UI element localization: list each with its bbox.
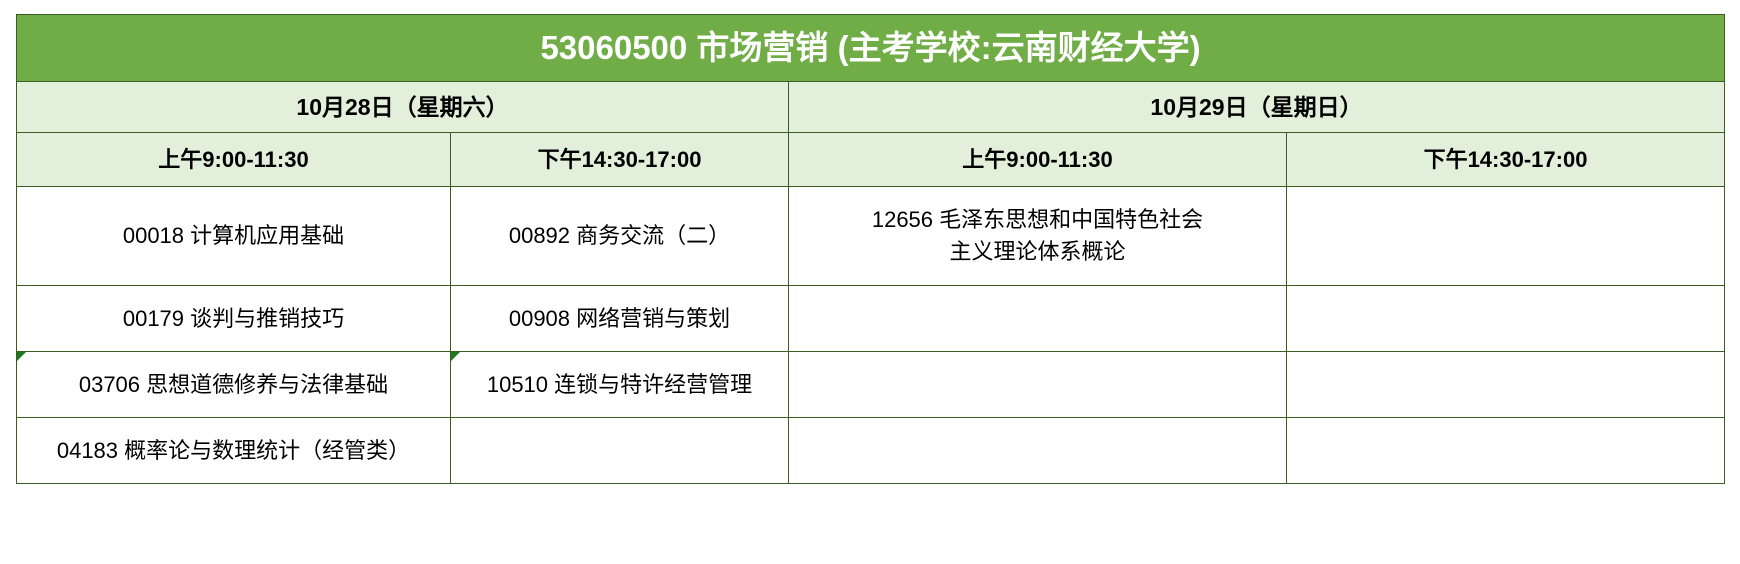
session-label-1: 上午9:00-11:30 bbox=[158, 147, 309, 172]
table-row: 03706 思想道德修养与法律基础 10510 连锁与特许经营管理 bbox=[16, 351, 1726, 418]
comment-marker-icon bbox=[17, 352, 26, 361]
course-cell: 03706 思想道德修养与法律基础 bbox=[16, 351, 451, 418]
session-header-cell-1: 上午9:00-11:30 bbox=[16, 132, 451, 187]
comment-marker-icon bbox=[451, 352, 460, 361]
session-label-3: 上午9:00-11:30 bbox=[962, 147, 1113, 172]
date-header-cell-2: 10月29日（星期日） bbox=[787, 81, 1726, 133]
course-cell: 10510 连锁与特许经营管理 bbox=[450, 351, 789, 418]
page-title-cell: 53060500 市场营销 (主考学校:云南财经大学) bbox=[15, 14, 1726, 82]
course-cell: 00179 谈判与推销技巧 bbox=[16, 285, 451, 352]
course-cell bbox=[1285, 417, 1726, 484]
table-row: 00179 谈判与推销技巧 00908 网络营销与策划 bbox=[16, 285, 1726, 352]
course-cell bbox=[1285, 285, 1726, 352]
course-cell bbox=[1285, 186, 1726, 286]
course-cell: 12656 毛泽东思想和中国特色社会 主义理论体系概论 bbox=[788, 186, 1287, 286]
table-row: 00018 计算机应用基础 00892 商务交流（二） 12656 毛泽东思想和… bbox=[16, 186, 1726, 286]
page-title: 53060500 市场营销 (主考学校:云南财经大学) bbox=[540, 29, 1201, 66]
session-header-row: 上午9:00-11:30 下午14:30-17:00 上午9:00-11:30 … bbox=[16, 132, 1726, 187]
course-cell: 04183 概率论与数理统计（经管类） bbox=[16, 417, 451, 484]
course-label: 12656 毛泽东思想和中国特色社会 主义理论体系概论 bbox=[871, 207, 1204, 264]
exam-schedule-table: 53060500 市场营销 (主考学校:云南财经大学) 10月28日（星期六） … bbox=[15, 14, 1726, 484]
course-cell: 00908 网络营销与策划 bbox=[450, 285, 789, 352]
course-label: 04183 概率论与数理统计（经管类） bbox=[56, 437, 411, 463]
course-label: 03706 思想道德修养与法律基础 bbox=[78, 371, 389, 397]
table-row: 04183 概率论与数理统计（经管类） bbox=[16, 417, 1726, 484]
course-cell bbox=[788, 351, 1287, 418]
course-cell bbox=[1285, 351, 1726, 418]
session-header-cell-4: 下午14:30-17:00 bbox=[1285, 132, 1726, 187]
course-cell bbox=[788, 417, 1287, 484]
date-label-2: 10月29日（星期日） bbox=[1150, 94, 1363, 120]
session-label-4: 下午14:30-17:00 bbox=[1423, 147, 1588, 172]
date-header-cell-1: 10月28日（星期六） bbox=[16, 81, 789, 133]
course-label: 00908 网络营销与策划 bbox=[508, 305, 731, 331]
date-header-row: 10月28日（星期六） 10月29日（星期日） bbox=[16, 81, 1726, 133]
course-label: 00892 商务交流（二） bbox=[508, 223, 731, 249]
course-label: 00179 谈判与推销技巧 bbox=[122, 305, 345, 331]
course-label: 10510 连锁与特许经营管理 bbox=[486, 371, 753, 397]
course-cell bbox=[450, 417, 789, 484]
course-cell: 00892 商务交流（二） bbox=[450, 186, 789, 286]
date-label-1: 10月28日（星期六） bbox=[296, 94, 509, 120]
session-header-cell-3: 上午9:00-11:30 bbox=[788, 132, 1287, 187]
title-row: 53060500 市场营销 (主考学校:云南财经大学) bbox=[15, 14, 1726, 82]
course-label: 00018 计算机应用基础 bbox=[122, 223, 345, 249]
exam-schedule-body: 53060500 市场营销 (主考学校:云南财经大学) 10月28日（星期六） … bbox=[15, 14, 1726, 484]
session-header-cell-2: 下午14:30-17:00 bbox=[450, 132, 789, 187]
course-cell: 00018 计算机应用基础 bbox=[16, 186, 451, 286]
session-label-2: 下午14:30-17:00 bbox=[537, 147, 702, 172]
course-cell bbox=[788, 285, 1287, 352]
